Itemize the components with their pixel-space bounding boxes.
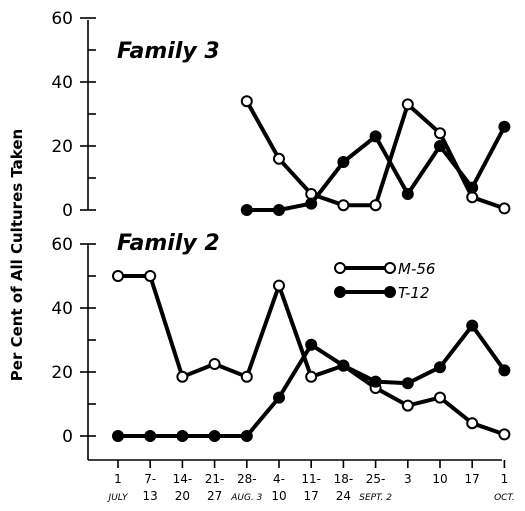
y-tick-label: 0 bbox=[62, 427, 73, 447]
data-point-m-56 bbox=[208, 358, 221, 370]
panel-title-family-2: Family 2 bbox=[117, 231, 220, 256]
data-point-m-56 bbox=[466, 417, 479, 430]
data-point-m-56 bbox=[498, 202, 511, 215]
x-tick-label: 3 bbox=[404, 472, 412, 486]
x-tick-label: 25- bbox=[366, 472, 386, 486]
data-point-t-12 bbox=[337, 156, 350, 168]
x-tick-sublabel: JULY bbox=[107, 493, 129, 503]
panel-title-family-3: Family 3 bbox=[117, 39, 220, 64]
data-point-t-12 bbox=[498, 364, 511, 377]
x-tick-label: 1 bbox=[114, 472, 122, 486]
data-point-m-56 bbox=[240, 370, 253, 383]
data-point-m-56 bbox=[273, 152, 285, 165]
x-tick-label: 7- bbox=[144, 472, 156, 486]
y-tick-label: 60 bbox=[51, 235, 73, 255]
data-point-m-56 bbox=[466, 191, 479, 204]
data-point-m-56 bbox=[273, 279, 285, 292]
data-point-t-12 bbox=[305, 338, 318, 351]
data-point-t-12 bbox=[208, 430, 221, 442]
legend: M-56 T-12 bbox=[334, 260, 435, 302]
series-line-m-56-panel-2 bbox=[118, 274, 506, 437]
data-point-t-12 bbox=[369, 375, 382, 388]
data-point-t-12 bbox=[176, 430, 189, 442]
x-tick-sublabel: 10 bbox=[271, 489, 286, 503]
data-point-t-12 bbox=[273, 204, 285, 216]
legend-marker-t12-right bbox=[384, 286, 396, 298]
data-point-t-12 bbox=[466, 319, 479, 332]
data-point-t-12 bbox=[466, 181, 479, 194]
x-tick-sublabel: 24 bbox=[336, 489, 351, 503]
data-point-t-12 bbox=[337, 359, 350, 372]
series bbox=[112, 95, 511, 442]
legend-label-t12: T-12 bbox=[398, 284, 430, 302]
data-point-t-12 bbox=[434, 140, 446, 152]
x-tick-sublabel: OCT. bbox=[494, 493, 515, 503]
legend-label-m56: M-56 bbox=[398, 260, 435, 278]
x-tick-label: 17 bbox=[465, 472, 480, 486]
data-point-t-12 bbox=[144, 430, 157, 442]
x-tick-label: 10 bbox=[432, 472, 447, 486]
x-tick-sublabel: 27 bbox=[207, 489, 222, 503]
y-tick-label: 60 bbox=[51, 9, 73, 29]
data-point-t-12 bbox=[401, 377, 414, 390]
legend-marker-m56-left bbox=[334, 262, 346, 274]
data-point-m-56 bbox=[434, 391, 446, 404]
x-tick-label: 21- bbox=[205, 472, 225, 486]
data-point-t-12 bbox=[240, 430, 253, 442]
data-point-m-56 bbox=[305, 370, 318, 383]
x-tick-sublabel: 17 bbox=[304, 489, 319, 503]
data-point-t-12 bbox=[273, 391, 285, 404]
x-tick-label: 4- bbox=[273, 472, 285, 486]
x-tick-sublabel: 13 bbox=[143, 489, 158, 503]
y-tick-label: 20 bbox=[51, 137, 73, 157]
data-point-t-12 bbox=[369, 130, 382, 143]
data-point-t-12 bbox=[434, 361, 446, 374]
x-tick-sublabel: AUG. 3 bbox=[230, 493, 262, 503]
x-tick-label: 18- bbox=[334, 472, 354, 486]
data-point-m-56 bbox=[337, 199, 350, 212]
data-point-t-12 bbox=[401, 188, 414, 200]
x-tick-label: 14- bbox=[173, 472, 193, 486]
y-tick-label: 0 bbox=[62, 201, 73, 221]
y-tick-label: 20 bbox=[51, 363, 73, 383]
x-tick-label: 1 bbox=[501, 472, 509, 486]
y-axis-label: Per Cent of All Cultures Taken bbox=[8, 129, 26, 381]
x-tick-label: 28- bbox=[237, 472, 257, 486]
data-point-m-56 bbox=[498, 428, 511, 441]
data-point-t-12 bbox=[305, 197, 318, 210]
y-ticks: 0 20 40 60 0 20 40 60 bbox=[51, 9, 96, 447]
x-tick-sublabel: SEPT. 2 bbox=[359, 493, 392, 503]
data-point-t-12 bbox=[112, 430, 124, 442]
data-point-m-56 bbox=[401, 399, 414, 412]
data-point-t-12 bbox=[498, 120, 511, 133]
data-point-m-56 bbox=[434, 127, 446, 140]
data-point-t-12 bbox=[240, 204, 253, 216]
y-tick-label: 40 bbox=[51, 73, 73, 93]
data-point-m-56 bbox=[401, 98, 414, 111]
series-line-m-56-panel-1 bbox=[245, 100, 506, 211]
data-point-m-56 bbox=[369, 199, 382, 212]
data-point-m-56 bbox=[112, 270, 124, 282]
y-tick-label: 40 bbox=[51, 299, 73, 319]
x-tick-sublabel: 20 bbox=[175, 489, 190, 503]
data-point-m-56 bbox=[176, 370, 189, 383]
legend-marker-t12-left bbox=[334, 286, 346, 298]
legend-marker-m56-right bbox=[384, 262, 396, 274]
data-point-m-56 bbox=[144, 270, 157, 282]
data-point-m-56 bbox=[240, 95, 253, 108]
x-tick-label: 11- bbox=[301, 472, 321, 486]
